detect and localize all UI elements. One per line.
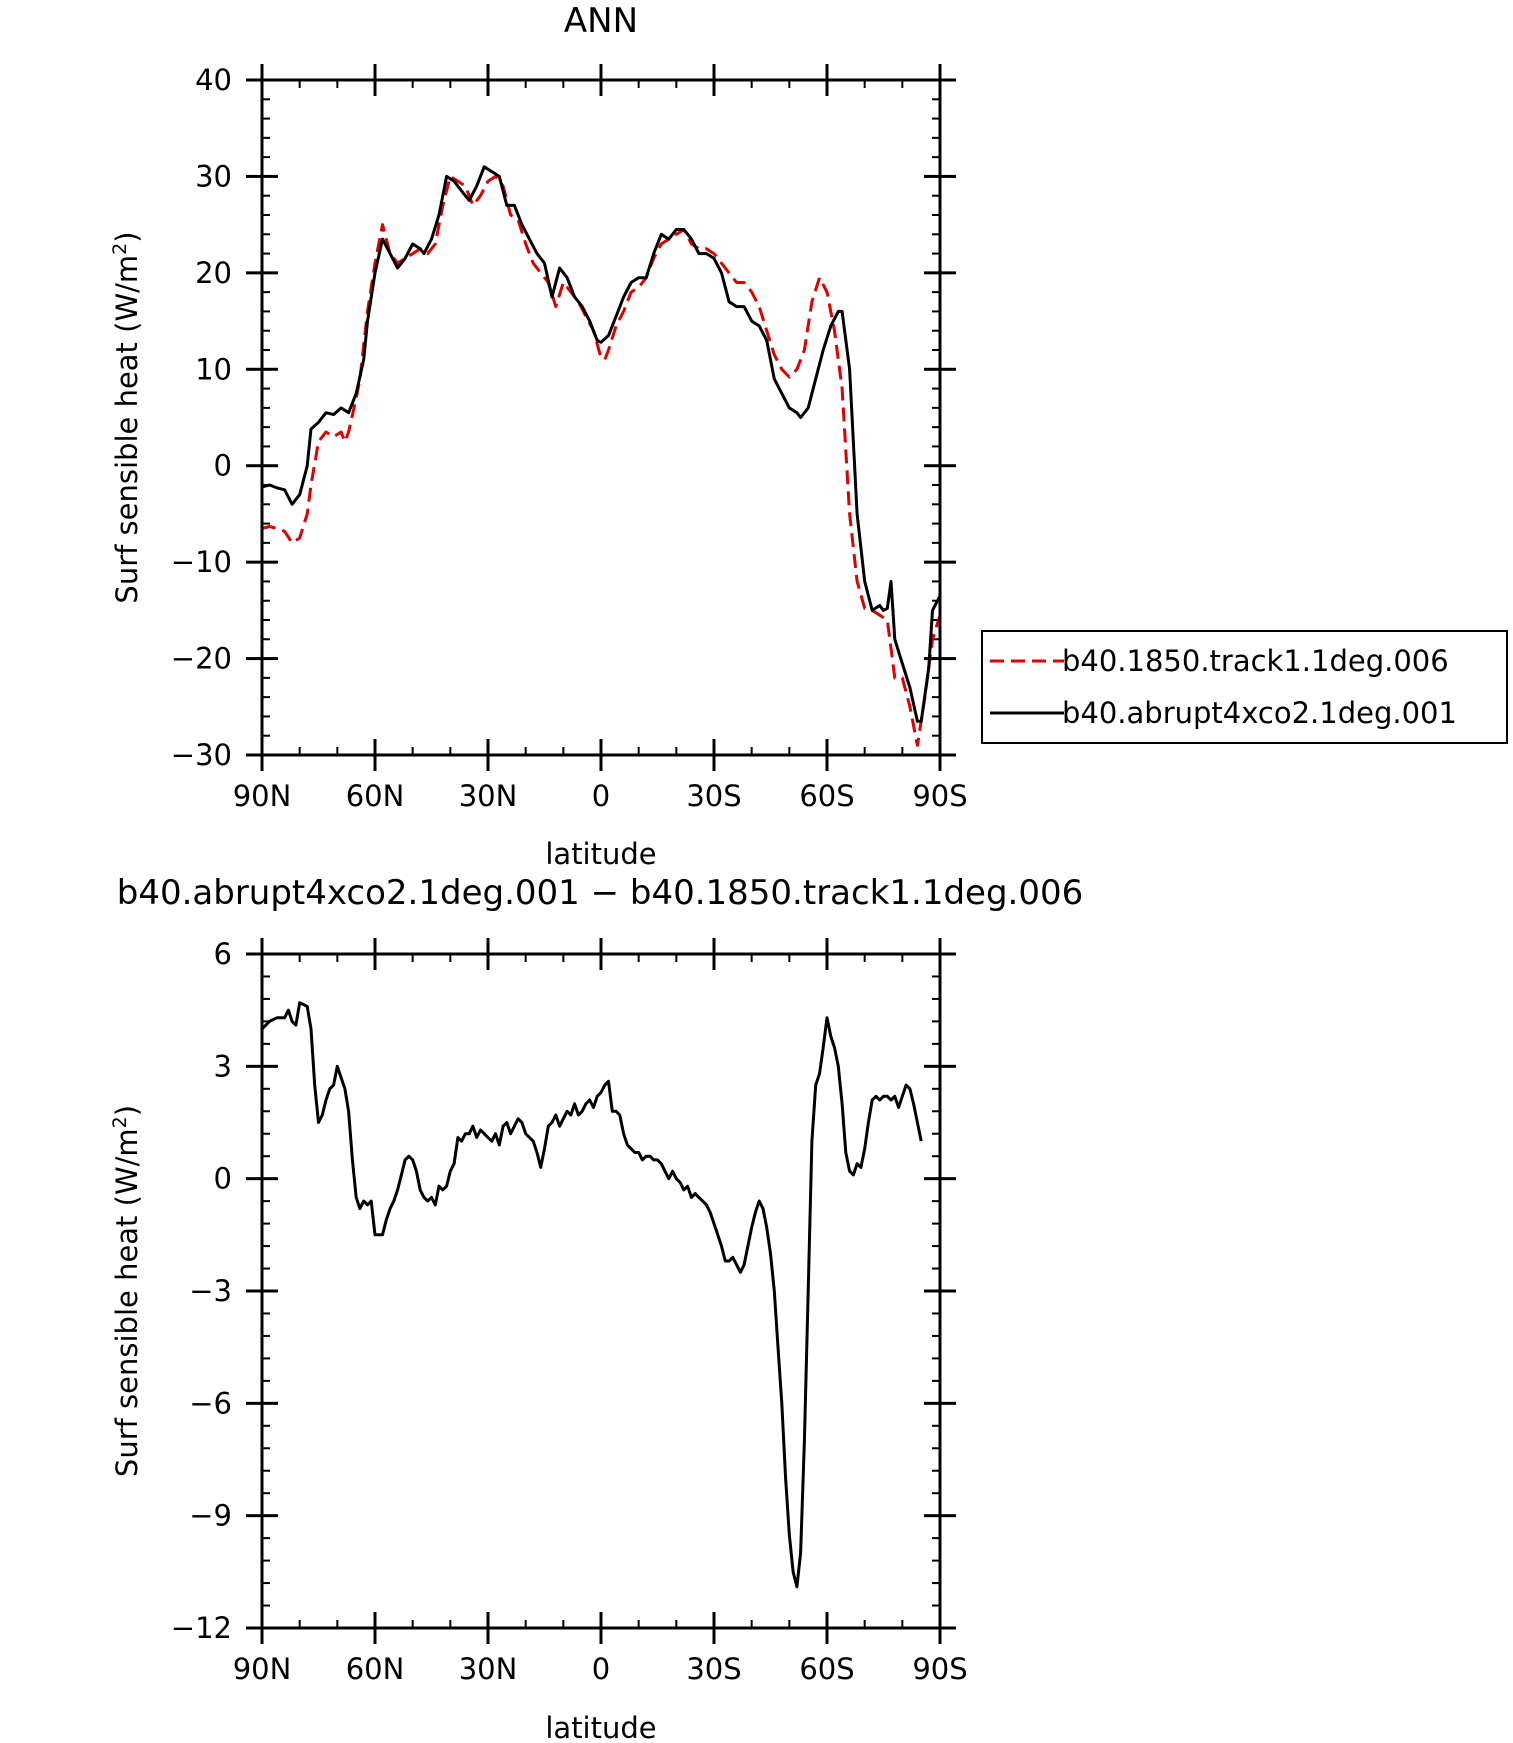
bottom-plot-frame bbox=[260, 952, 942, 1630]
top-y-axis-label-end: ) bbox=[110, 231, 144, 242]
bottom-y-axis-label-main: Surf sensible heat (W/m bbox=[110, 1128, 144, 1477]
bottom-y-tick-label: −12 bbox=[171, 1611, 232, 1645]
bottom-y-tick-label: 3 bbox=[214, 1049, 232, 1083]
legend-label-abrupt4xco2: b40.abrupt4xco2.1deg.001 bbox=[1062, 696, 1457, 730]
top-y-tick-label: 20 bbox=[195, 256, 232, 290]
top-y-axis-label: Surf sensible heat (W/m2) bbox=[109, 231, 144, 603]
top-x-tick-label: 30S bbox=[686, 779, 741, 813]
top-y-tick-label: −10 bbox=[171, 545, 232, 579]
top-y-tick-label: 30 bbox=[195, 159, 232, 193]
bottom-x-tick-label: 0 bbox=[592, 1652, 610, 1686]
legend: b40.1850.track1.1deg.006 b40.abrupt4xco2… bbox=[981, 630, 1508, 744]
legend-label-track1: b40.1850.track1.1deg.006 bbox=[1062, 644, 1449, 678]
bottom-tick-labels: 90N 60N 30N 0 30S 60S 90S 6 3 0 −3 −6 −9 −12 bbox=[171, 937, 968, 1686]
top-series-line-0 bbox=[261, 174, 942, 747]
top-x-tick-label: 60S bbox=[799, 779, 854, 813]
top-x-axis-label: latitude bbox=[545, 837, 656, 871]
bottom-y-tick-label: −3 bbox=[189, 1274, 232, 1308]
top-x-tick-label: 90N bbox=[233, 779, 292, 813]
bottom-y-tick-label: 6 bbox=[214, 937, 232, 971]
bottom-x-tick-label: 30N bbox=[459, 1652, 518, 1686]
top-tick-labels: 90N 60N 30N 0 30S 60S 90S 40 30 20 10 0 −10 −20 −30 bbox=[171, 63, 968, 813]
bottom-x-tick-label: 60S bbox=[799, 1652, 854, 1686]
top-y-tick-label: −20 bbox=[171, 642, 232, 676]
top-y-axis-label-main: Surf sensible heat (W/m bbox=[110, 255, 144, 604]
bottom-ticks bbox=[246, 938, 956, 1644]
bottom-y-tick-label: 0 bbox=[214, 1162, 232, 1196]
bottom-y-axis-label-sup: 2 bbox=[109, 1116, 131, 1128]
top-plot-frame bbox=[260, 78, 942, 757]
bottom-series bbox=[260, 1001, 923, 1589]
top-y-tick-label: −30 bbox=[171, 738, 232, 772]
bottom-y-axis-label-end: ) bbox=[110, 1105, 144, 1116]
top-y-tick-label: 10 bbox=[195, 352, 232, 386]
bottom-x-axis-label: latitude bbox=[545, 1711, 656, 1743]
top-chart-title: ANN bbox=[564, 1, 638, 41]
top-panel: ANN 90N 60N 30N 0 30S 60S 90S 40 30 20 10 0 −10 −20 −3… bbox=[109, 1, 968, 871]
bottom-x-tick-label: 60N bbox=[346, 1652, 405, 1686]
bottom-x-tick-label: 30S bbox=[686, 1652, 741, 1686]
bottom-y-tick-label: −6 bbox=[189, 1386, 232, 1420]
bottom-x-tick-label: 90S bbox=[912, 1652, 967, 1686]
top-series bbox=[261, 165, 942, 747]
bottom-series-line-0 bbox=[260, 1001, 923, 1589]
top-x-tick-label: 0 bbox=[592, 779, 610, 813]
top-series-line-1 bbox=[261, 165, 942, 723]
bottom-y-tick-label: −9 bbox=[189, 1499, 232, 1533]
top-x-tick-label: 90S bbox=[912, 779, 967, 813]
top-y-axis-label-sup: 2 bbox=[109, 243, 131, 255]
top-x-tick-label: 60N bbox=[346, 779, 405, 813]
bottom-panel: b40.abrupt4xco2.1deg.001 − b40.1850.trac… bbox=[109, 873, 1083, 1743]
top-y-tick-label: 0 bbox=[214, 449, 232, 483]
bottom-chart-title: b40.abrupt4xco2.1deg.001 − b40.1850.trac… bbox=[117, 873, 1084, 913]
top-x-tick-label: 30N bbox=[459, 779, 518, 813]
legend-box bbox=[981, 630, 1508, 744]
top-y-tick-label: 40 bbox=[195, 63, 232, 97]
bottom-y-axis-label: Surf sensible heat (W/m2) bbox=[109, 1105, 144, 1477]
bottom-x-tick-label: 90N bbox=[233, 1652, 292, 1686]
